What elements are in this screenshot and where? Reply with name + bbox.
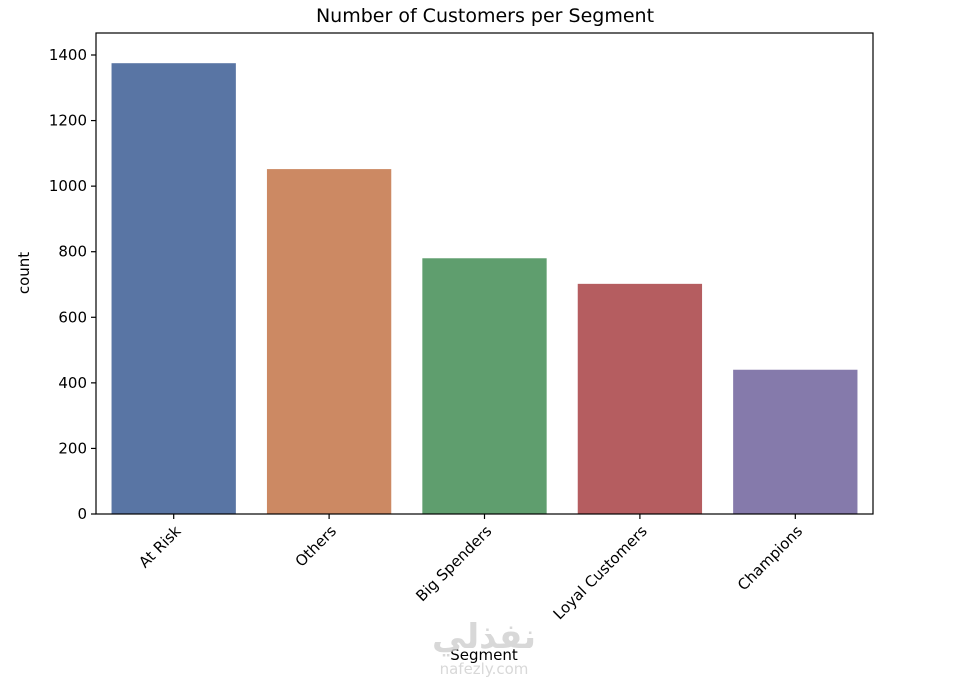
y-tick-label: 600 — [58, 308, 87, 326]
y-tick-label: 400 — [58, 374, 87, 392]
y-axis-label: count — [15, 252, 33, 294]
bar-others — [266, 169, 392, 514]
y-tick-label: 800 — [58, 243, 87, 261]
x-tick-label: Others — [292, 522, 341, 571]
y-tick-label: 1000 — [49, 177, 87, 195]
plot-frame — [95, 32, 874, 515]
x-tick-label: Loyal Customers — [550, 522, 651, 623]
watermark-url: nafezly.com — [440, 660, 529, 678]
watermark: نفذلي nafezly.com — [432, 617, 536, 678]
watermark-logo-text: نفذلي — [432, 617, 536, 657]
y-tick-label: 200 — [58, 439, 87, 457]
bar-at-risk — [111, 63, 236, 514]
y-tick-label: 1200 — [49, 112, 87, 130]
bar-loyal-customers — [577, 283, 703, 514]
bar-champions — [733, 369, 858, 514]
x-axis-label: Segment — [450, 646, 518, 664]
bars-group — [111, 63, 858, 514]
bar-big-spenders — [422, 258, 547, 514]
chart-title: Number of Customers per Segment — [316, 5, 654, 27]
x-axis-ticks: At Risk Others Big Spenders Loyal Customers… — [135, 514, 806, 623]
y-tick-label: 0 — [77, 505, 87, 523]
y-tick-label: 1400 — [49, 46, 87, 64]
y-axis-ticks: 0 200 400 600 800 1000 1200 1400 — [49, 46, 96, 523]
x-tick-label: Champions — [734, 522, 806, 594]
x-tick-label: Big Spenders — [412, 522, 495, 605]
x-tick-label: At Risk — [135, 522, 185, 572]
